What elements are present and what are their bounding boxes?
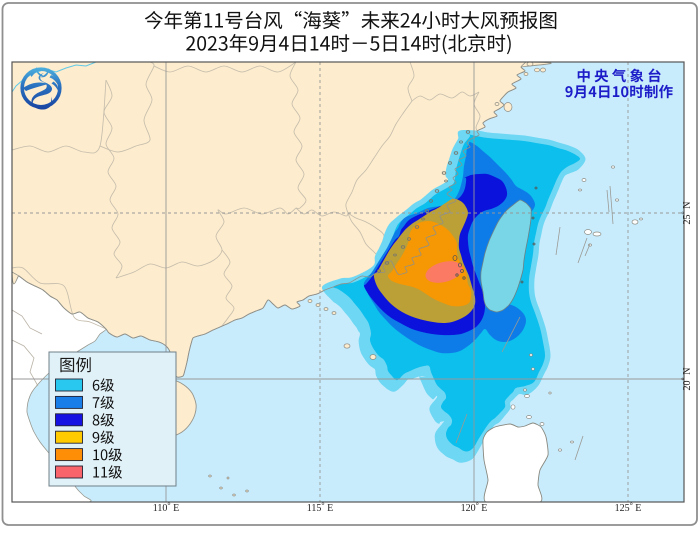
svg-text:25° N: 25° N — [680, 202, 693, 225]
svg-text:20° N: 20° N — [680, 368, 693, 391]
svg-text:120° E: 120° E — [461, 501, 488, 514]
svg-text:125° E: 125° E — [615, 501, 642, 514]
svg-text:110° E: 110° E — [153, 501, 179, 514]
svg-text:115° E: 115° E — [307, 501, 333, 514]
